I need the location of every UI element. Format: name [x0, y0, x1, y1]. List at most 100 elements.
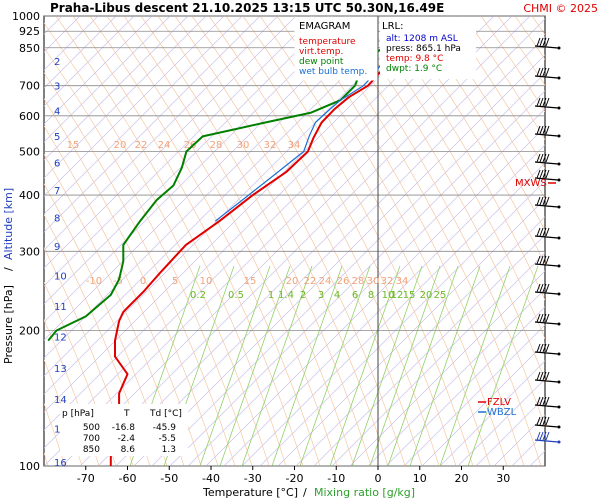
isotherm-diagonal — [313, 234, 545, 466]
pressure-tick-label: 850 — [19, 42, 40, 55]
wind-barb-flag — [536, 343, 541, 353]
level-table: p [hPa] T Td [°C] 500 -16.8 -45.9 700 -2.4 -5.5 8… — [60, 404, 188, 456]
level-table-header: T — [123, 409, 130, 419]
mixing-ratio-label-top: 20 — [114, 140, 127, 151]
wind-barb-dot — [557, 46, 561, 50]
lrl-line: dwpt: 1.9 °C — [386, 64, 442, 74]
legend-item: wet bulb temp. — [299, 67, 367, 77]
mixing-ratio-label-upper: 10 — [200, 276, 213, 287]
wind-barb-flag — [539, 196, 544, 206]
wbzl-marker: WBZL — [487, 407, 517, 418]
x-axis-label-mixing: Mixing ratio [g/kg] — [314, 486, 415, 499]
level-markers: MXWS FZLV WBZL — [478, 178, 556, 418]
pressure-tick-label: 500 — [19, 145, 40, 158]
altitude-tick-label: 13 — [54, 364, 67, 375]
wind-barb-shaft — [534, 133, 559, 137]
wind-barb-flag — [536, 227, 541, 237]
isotherm-diagonal — [584, 16, 600, 466]
level-table-header: p [hPa] — [62, 409, 94, 419]
wind-barb-flag — [536, 255, 541, 265]
isotherm-diagonal — [44, 16, 189, 161]
isotherm-diagonal — [367, 288, 545, 466]
wind-barb-flag — [536, 396, 541, 406]
level-table-cell: 1.3 — [162, 445, 176, 455]
level-table-cell: -16.8 — [112, 423, 136, 433]
mixing-ratio-label-green: 10 — [382, 290, 395, 301]
wind-barb-flag — [536, 169, 541, 179]
isotherm-diagonal — [259, 180, 545, 466]
wind-barb-flag — [536, 371, 541, 381]
wind-barb-flag — [542, 153, 547, 163]
isotherm-diagonal — [44, 16, 423, 395]
moist-adiabat — [55, 16, 287, 466]
moist-adiabat — [123, 16, 355, 466]
wind-barb-flag — [542, 371, 547, 381]
moist-adiabat — [174, 16, 406, 466]
isotherm-diagonal — [44, 16, 261, 233]
mixing-ratio-label-upper: 26 — [337, 276, 350, 287]
pressure-tick-label: 100 — [19, 460, 40, 473]
moist-adiabat — [480, 16, 545, 113]
mixing-ratio-label-green: 0.5 — [228, 290, 244, 301]
wind-barb — [534, 97, 561, 110]
wind-barb-flag — [545, 396, 550, 406]
mixing-ratio-line — [351, 265, 423, 466]
pressure-tick-label: 600 — [19, 110, 40, 123]
mixing-ratio-label-green: 8 — [368, 290, 374, 301]
y-axis-label: Pressure [hPa] — [2, 285, 15, 364]
moist-adiabat — [157, 16, 389, 466]
wind-barb-dot — [557, 162, 561, 166]
wind-barb-flag — [536, 67, 541, 77]
wind-barbs — [534, 37, 561, 444]
wind-barb-shaft — [534, 439, 559, 443]
wind-barb-flag — [542, 67, 547, 77]
fzlv-marker: FZLV — [487, 397, 511, 408]
moist-adiabat — [44, 22, 270, 466]
wind-barb — [534, 283, 561, 296]
wind-barb — [534, 255, 561, 268]
pressure-tick-label: 300 — [19, 245, 40, 258]
wind-barb — [534, 431, 561, 444]
wind-barb-flag — [545, 416, 550, 426]
wind-barb-flag — [545, 97, 550, 107]
wind-barb-flag — [542, 196, 547, 206]
mixing-ratio-label-green: 2 — [300, 290, 306, 301]
isotherm-diagonal — [403, 324, 545, 466]
temperature-tick-label: -60 — [119, 472, 137, 485]
level-table-cell: 700 — [83, 434, 100, 444]
wind-barb-flag — [545, 371, 550, 381]
mixing-ratio-label-top: 26 — [184, 140, 197, 151]
mixing-ratio-label-top: 30 — [237, 140, 250, 151]
mixing-ratio-label-upper: 22 — [304, 276, 317, 287]
mixing-ratio-label-green: 15 — [403, 290, 416, 301]
mixing-ratio-label-top: 15 — [67, 140, 80, 151]
wind-barb — [534, 153, 561, 166]
moist-adiabat — [463, 16, 545, 141]
wind-barb — [534, 416, 561, 429]
wind-barb-flag — [536, 97, 541, 107]
wind-barb-dot — [557, 292, 561, 296]
wind-barb — [534, 313, 561, 326]
moist-adiabat — [549, 16, 600, 466]
mixing-ratio-label-green: 25 — [434, 290, 447, 301]
pressure-ticks: 100 200 300 400 500 600 700 850 925 1000 — [12, 10, 40, 473]
isotherm-diagonal — [44, 16, 405, 377]
temperature-tick-label: 0 — [375, 472, 382, 485]
wind-barb-flag — [539, 227, 544, 237]
mixing-ratio-label-upper: 34 — [396, 276, 409, 287]
legend-item: virt.temp. — [299, 47, 343, 57]
isotherm-diagonal — [44, 16, 315, 287]
wind-barb-shaft — [534, 177, 559, 181]
wind-barb-dot — [557, 264, 561, 268]
wind-barb-flag — [539, 169, 544, 179]
wind-barb-shaft — [534, 291, 559, 295]
wind-barb-dot — [557, 425, 561, 429]
mixing-ratio-line — [387, 265, 459, 466]
wind-barb-flag — [539, 371, 544, 381]
pressure-tick-label: 925 — [19, 25, 40, 38]
wind-barb-flag — [542, 169, 547, 179]
mixing-ratio-line — [329, 265, 401, 466]
wind-barb-flag — [539, 67, 544, 77]
moist-adiabat — [106, 16, 338, 466]
altitude-tick-label: 16 — [54, 458, 67, 469]
